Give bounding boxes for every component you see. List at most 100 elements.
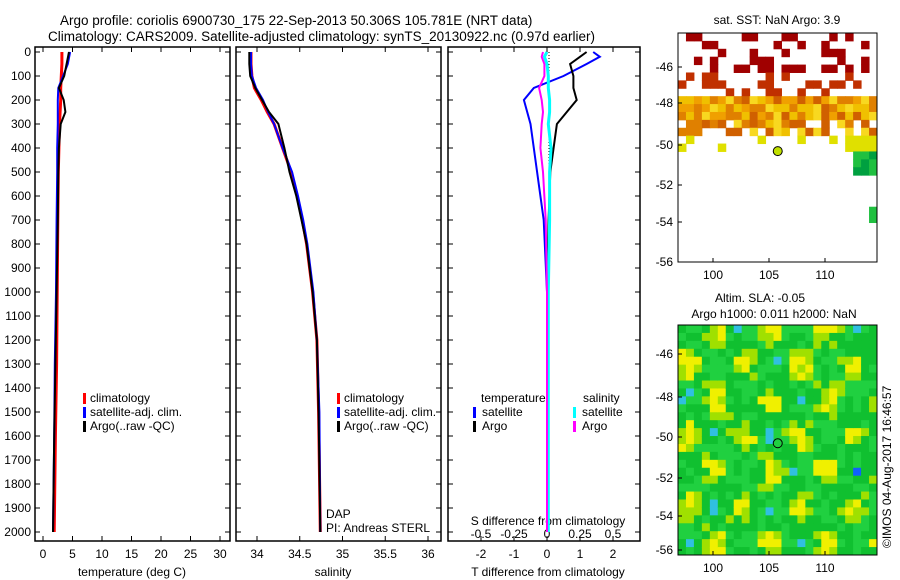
map-cell [805,467,814,477]
map-cell [765,412,775,421]
map-cell [805,104,814,113]
map-cell [709,111,719,121]
map-cell [789,443,798,453]
map-cell [821,451,830,461]
map-cell [741,396,751,405]
map-cell [789,459,798,469]
map-cell [749,372,759,382]
map-cell [789,491,798,500]
map-cell [853,143,862,152]
map-cell [797,325,806,334]
map-cell [861,420,870,429]
map-cell [709,64,719,73]
map-cell [725,467,735,477]
map-cell [805,412,814,421]
lat-tick-label: -48 [656,390,674,404]
map-cell [781,64,790,73]
map-cell [678,380,687,389]
map-cell [709,459,719,469]
map-cell [717,443,727,453]
map-cell [789,412,798,421]
map-cell [701,412,711,421]
map-cell [861,104,870,113]
map-cell [853,420,862,429]
map-cell [749,507,759,516]
map-cell [693,325,703,334]
map-cell [805,127,814,137]
map-cell [829,380,838,389]
map-cell [733,96,743,105]
map-cell [837,443,846,453]
map-cell [813,356,822,366]
map-cell [861,491,870,500]
map-cell [733,104,743,113]
map-cell [813,436,822,445]
map-cell [797,499,806,508]
map-cell [725,499,735,508]
map-cell [773,96,782,105]
map-cell [837,356,846,366]
map-cell [733,380,743,389]
map-cell [733,531,743,540]
map-cell [685,404,695,413]
map-cell [717,428,727,437]
y-tick-label: 1200 [4,333,31,347]
map-cell [853,325,862,334]
map-cell [797,443,806,453]
map-cell [678,348,687,358]
map-cell [789,507,798,516]
map-cell [869,332,878,342]
map-cell [725,459,735,469]
map-cell [757,104,767,113]
map-cell [725,364,735,374]
y-tick-label: 1500 [4,405,31,419]
map-cell [678,111,687,121]
map-cell [701,72,711,81]
map-cell [693,396,703,405]
y-tick-label: 700 [11,213,31,227]
map-cell [749,451,759,461]
map-cell [685,547,695,556]
map-cell [821,88,830,97]
map-cell [678,539,687,548]
map-cell [789,523,798,532]
map-cell [813,475,822,485]
map-cell [765,515,775,524]
map-cell [741,459,751,469]
map-cell [741,64,751,73]
map-cell [781,104,790,113]
map-cell [701,428,711,437]
map-cell [853,443,862,453]
map-cell [733,475,743,485]
map-cell [685,507,695,516]
map-cell [709,499,719,508]
map-cell [853,499,862,508]
map-cell [749,127,759,137]
map-cell [797,515,806,524]
map-cell [709,348,719,358]
map-cell [757,96,767,105]
map-cell [829,539,838,548]
map-cell [869,340,878,350]
difference-line-t-satellite [522,51,602,532]
map-cell [693,111,703,121]
map-cell [845,348,854,358]
map-cell [773,420,782,429]
map-cell [821,348,830,358]
map-cell [805,80,814,89]
map-cell [789,539,798,548]
map-cell [861,412,870,421]
legend-label: satellite-adj. clim. [344,405,436,419]
map-cell [693,56,703,66]
map-cell [797,459,806,469]
lat-tick-label: -54 [656,509,674,523]
map-cell [861,428,870,437]
map-cell [869,420,878,429]
map-cell [717,404,727,413]
map-cell [765,539,775,548]
map-cell [837,507,846,516]
map-cell [701,332,711,342]
map-cell [845,451,854,461]
map-cell [845,404,854,413]
map-cell [869,491,878,500]
